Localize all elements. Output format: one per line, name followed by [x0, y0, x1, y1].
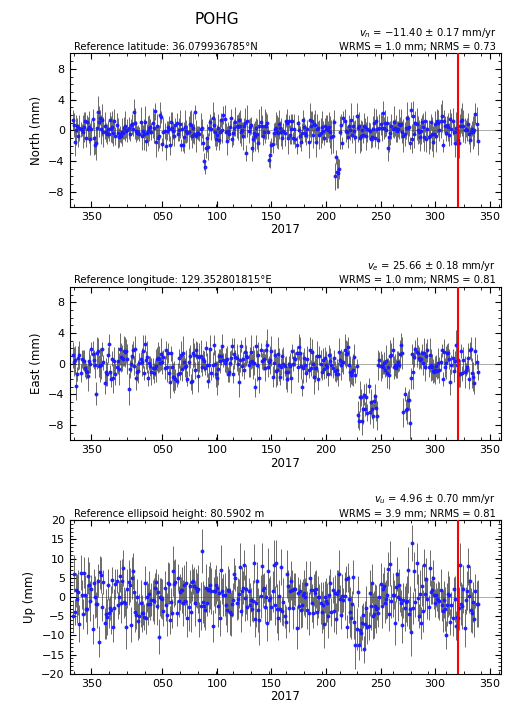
Text: $v_e$ = 25.66 ± 0.18 mm/yr: $v_e$ = 25.66 ± 0.18 mm/yr — [367, 259, 496, 273]
Text: WRMS = 3.9 mm; NRMS = 0.81: WRMS = 3.9 mm; NRMS = 0.81 — [340, 508, 496, 519]
X-axis label: 2017: 2017 — [270, 690, 300, 703]
Text: WRMS = 1.0 mm; NRMS = 0.73: WRMS = 1.0 mm; NRMS = 0.73 — [340, 42, 496, 52]
Text: Reference longitude: 129.352801815°E: Reference longitude: 129.352801815°E — [74, 275, 271, 285]
Text: $v_u$ = 4.96 ± 0.70 mm/yr: $v_u$ = 4.96 ± 0.70 mm/yr — [374, 493, 496, 506]
Text: WRMS = 1.0 mm; NRMS = 0.81: WRMS = 1.0 mm; NRMS = 0.81 — [340, 275, 496, 285]
X-axis label: 2017: 2017 — [270, 223, 300, 236]
Text: $v_n$ = −11.40 ± 0.17 mm/yr: $v_n$ = −11.40 ± 0.17 mm/yr — [359, 26, 496, 40]
Y-axis label: North (mm): North (mm) — [30, 96, 43, 165]
Text: Reference ellipsoid height: 80.5902 m: Reference ellipsoid height: 80.5902 m — [74, 508, 264, 519]
Y-axis label: East (mm): East (mm) — [30, 333, 43, 394]
Text: POHG: POHG — [195, 12, 239, 27]
Y-axis label: Up (mm): Up (mm) — [23, 571, 36, 623]
X-axis label: 2017: 2017 — [270, 456, 300, 470]
Text: Reference latitude: 36.079936785°N: Reference latitude: 36.079936785°N — [74, 42, 257, 52]
